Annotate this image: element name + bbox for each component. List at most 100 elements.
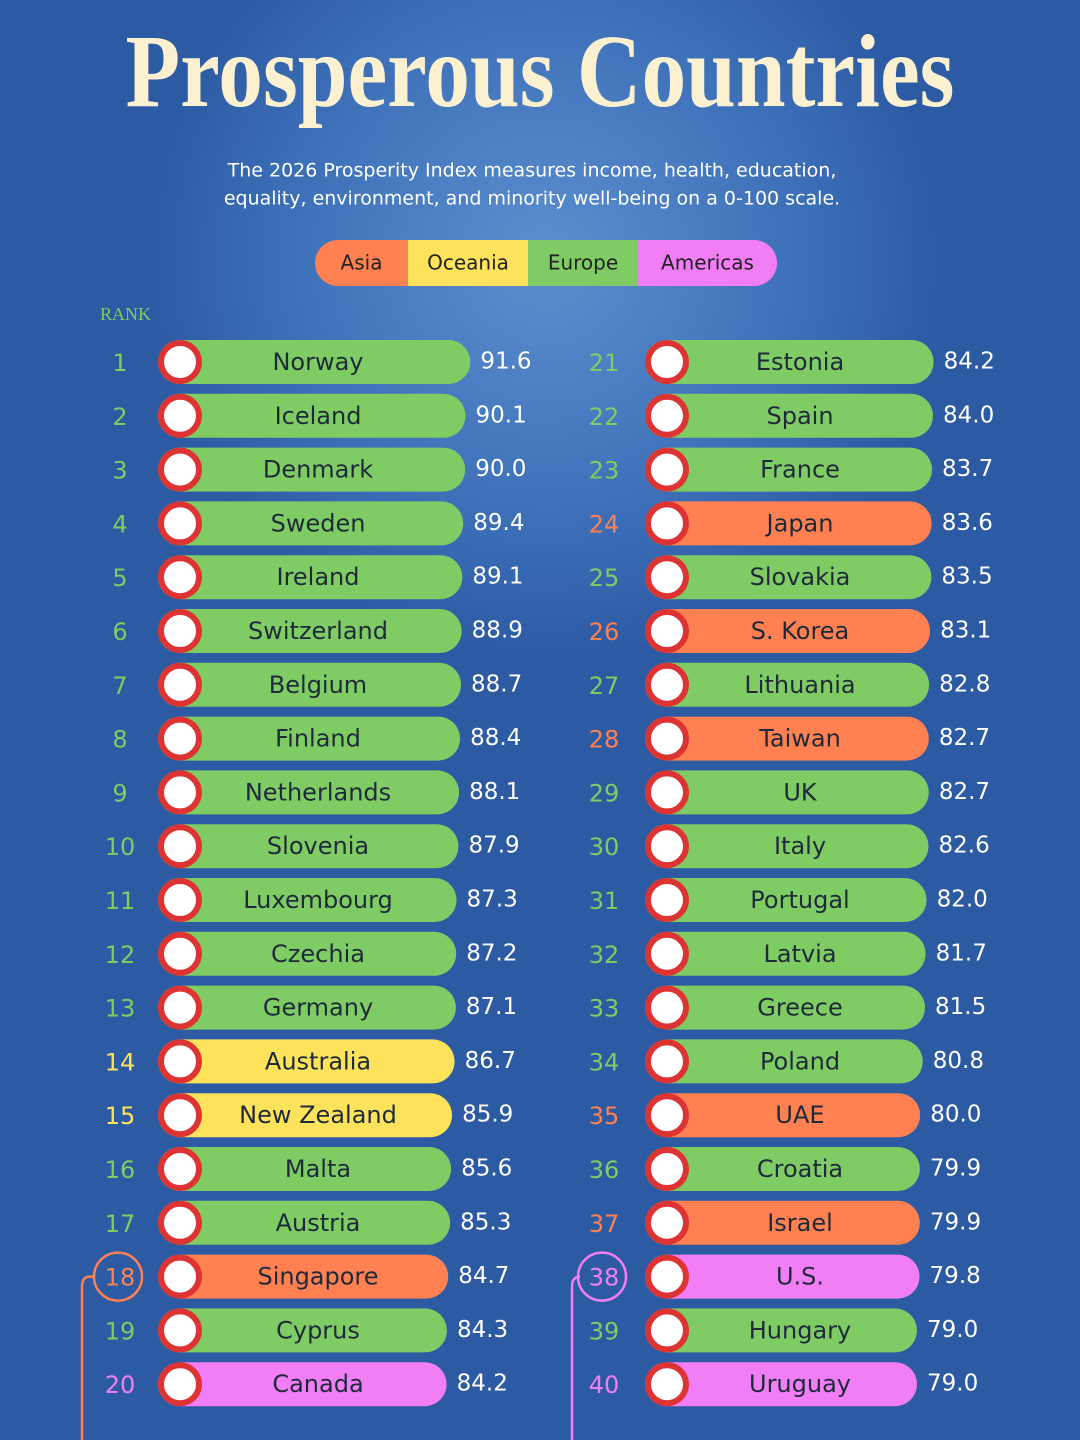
value-label: 87.3 bbox=[467, 887, 518, 913]
country-name: Germany bbox=[263, 994, 373, 1022]
rank: 14 bbox=[105, 1048, 136, 1076]
rank: 28 bbox=[589, 726, 620, 754]
flag bbox=[158, 716, 202, 761]
value-label: 89.4 bbox=[473, 510, 524, 536]
rank: 20 bbox=[105, 1371, 136, 1399]
rank: 1 bbox=[112, 349, 127, 377]
flag bbox=[158, 393, 202, 438]
country-name: Spain bbox=[766, 402, 833, 430]
country-name: Denmark bbox=[263, 456, 373, 484]
subtitle: equality, environment, and minority well… bbox=[224, 188, 840, 210]
value-label: 81.7 bbox=[936, 940, 987, 966]
country-name: Lithuania bbox=[744, 671, 855, 699]
rank: 6 bbox=[112, 618, 127, 646]
bar bbox=[645, 447, 933, 492]
rank: 18 bbox=[105, 1264, 136, 1292]
rows: 1 Norway 91.6 2 Iceland 90.1 3 Denmark 90.0 4 Swed… bbox=[80, 340, 995, 1440]
value-label: 88.7 bbox=[471, 671, 522, 697]
bar bbox=[158, 1254, 449, 1299]
country-name: Malta bbox=[285, 1155, 351, 1183]
rank: 19 bbox=[105, 1317, 136, 1345]
country-name: Estonia bbox=[756, 348, 844, 376]
rank: 4 bbox=[112, 510, 127, 538]
flag bbox=[158, 878, 202, 922]
rank: 32 bbox=[589, 941, 620, 969]
bar bbox=[645, 1308, 917, 1353]
bar bbox=[645, 1147, 920, 1191]
flag bbox=[645, 985, 689, 1030]
value-label: 84.2 bbox=[944, 349, 995, 375]
legend-label: Americas bbox=[661, 251, 754, 275]
bar bbox=[645, 824, 929, 869]
value-label: 79.9 bbox=[930, 1156, 981, 1182]
bar bbox=[645, 1093, 921, 1138]
value-label: 83.5 bbox=[941, 564, 992, 590]
bar bbox=[645, 1039, 923, 1084]
flag bbox=[158, 447, 202, 492]
bar bbox=[645, 1254, 920, 1299]
country-name: Iceland bbox=[275, 402, 362, 430]
country-name: Sweden bbox=[271, 509, 366, 537]
bar bbox=[645, 340, 934, 384]
value-label: 88.1 bbox=[469, 779, 520, 805]
value-label: 84.0 bbox=[943, 402, 994, 428]
rank: 21 bbox=[589, 349, 620, 377]
rank: 39 bbox=[589, 1317, 620, 1345]
rank: 24 bbox=[589, 510, 620, 538]
bar bbox=[158, 447, 466, 492]
country-name: France bbox=[760, 456, 840, 484]
rank-label: RANK bbox=[100, 304, 151, 324]
flag bbox=[645, 1362, 689, 1407]
bar bbox=[645, 609, 931, 653]
rank: 13 bbox=[105, 995, 136, 1023]
value-label: 89.1 bbox=[472, 564, 523, 590]
flag bbox=[158, 985, 202, 1030]
legend-items bbox=[315, 240, 777, 286]
country-name: Greece bbox=[757, 994, 842, 1022]
country-name: UAE bbox=[775, 1101, 824, 1129]
value-label: 81.5 bbox=[935, 994, 986, 1020]
rank: 9 bbox=[112, 779, 127, 807]
bar bbox=[158, 1308, 447, 1353]
flag bbox=[645, 609, 689, 653]
value-label: 82.8 bbox=[939, 671, 990, 697]
country-name: UK bbox=[783, 778, 818, 806]
flag bbox=[645, 1254, 689, 1299]
country-name: Hungary bbox=[749, 1316, 851, 1344]
rank: 25 bbox=[589, 564, 620, 592]
rank: 3 bbox=[112, 457, 127, 485]
value-label: 82.6 bbox=[939, 833, 990, 859]
value-label: 83.6 bbox=[942, 510, 993, 536]
bar bbox=[158, 609, 462, 653]
country-name: Israel bbox=[767, 1209, 833, 1237]
value-label: 84.7 bbox=[458, 1263, 509, 1289]
bar bbox=[158, 555, 463, 600]
flag bbox=[158, 824, 202, 869]
flag bbox=[158, 609, 202, 653]
value-label: 85.6 bbox=[461, 1156, 512, 1182]
flag bbox=[645, 393, 689, 438]
value-label: 91.6 bbox=[480, 349, 531, 375]
bar bbox=[158, 501, 464, 546]
legend-swatch bbox=[315, 240, 408, 286]
bar bbox=[158, 770, 460, 815]
value-label: 79.8 bbox=[930, 1263, 981, 1289]
bar bbox=[158, 878, 457, 922]
flag bbox=[645, 1308, 689, 1353]
value-label: 85.3 bbox=[460, 1209, 511, 1235]
legend-swatch bbox=[638, 240, 777, 286]
country-name: Italy bbox=[774, 832, 826, 860]
flag bbox=[645, 555, 689, 600]
value-label: 84.3 bbox=[457, 1317, 508, 1343]
rank: 8 bbox=[112, 726, 127, 754]
value-label: 79.0 bbox=[927, 1371, 978, 1397]
legend-label: Europe bbox=[548, 251, 618, 275]
flag bbox=[158, 1200, 202, 1245]
value-label: 87.9 bbox=[468, 833, 519, 859]
legend-swatch bbox=[408, 240, 528, 286]
value-label: 87.1 bbox=[466, 994, 517, 1020]
bar bbox=[645, 985, 925, 1030]
country-name: Poland bbox=[760, 1047, 840, 1075]
value-label: 79.9 bbox=[930, 1209, 981, 1235]
